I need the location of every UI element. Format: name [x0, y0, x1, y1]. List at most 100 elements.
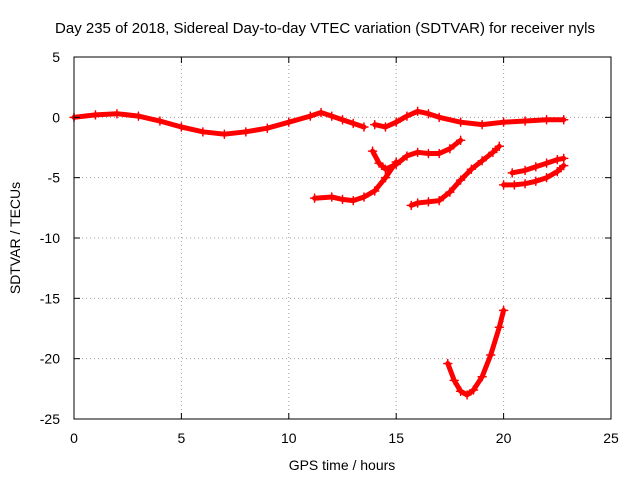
data-point — [369, 119, 380, 130]
data-point — [423, 197, 434, 207]
data-point — [391, 117, 401, 127]
data-point — [520, 178, 530, 189]
data-point — [485, 350, 496, 360]
data-point — [316, 107, 326, 118]
data-point — [176, 122, 187, 132]
data-point — [380, 164, 391, 174]
data-point — [509, 180, 520, 190]
series-line — [408, 143, 502, 208]
data-point — [498, 180, 509, 190]
data-point — [412, 106, 423, 117]
data-point — [305, 111, 316, 121]
data-point — [541, 114, 552, 125]
data-point — [466, 164, 477, 174]
data-point — [219, 129, 230, 139]
data-point — [380, 122, 391, 132]
data-point — [284, 117, 294, 127]
data-point — [552, 154, 563, 165]
data-point — [262, 123, 273, 133]
y-axis-label: SDTVAR / TECUs — [7, 182, 23, 294]
x-tick-label: 25 — [603, 430, 619, 446]
data-point — [406, 200, 416, 211]
data-point — [412, 198, 423, 208]
x-tick-label: 5 — [178, 430, 186, 446]
series-line — [370, 137, 464, 172]
data-point — [412, 147, 423, 158]
data-point — [552, 166, 563, 177]
data-point — [455, 117, 466, 127]
y-tick-label: -15 — [40, 290, 60, 306]
data-point — [348, 195, 358, 206]
data-point — [359, 122, 369, 132]
data-point — [462, 390, 472, 400]
series-arc-upper — [367, 135, 466, 174]
data-point — [477, 372, 487, 382]
data-point — [477, 156, 487, 166]
data-point — [434, 148, 444, 159]
data-point — [198, 127, 208, 137]
data-point — [327, 111, 337, 121]
data-point — [541, 158, 552, 168]
series-line — [445, 307, 507, 398]
data-point — [367, 146, 378, 156]
data-point — [434, 195, 444, 206]
data-point — [327, 192, 337, 202]
data-point — [374, 158, 384, 168]
series-line — [372, 108, 567, 130]
series-arc-near-zero-2 — [369, 106, 569, 132]
data-point — [434, 112, 444, 123]
y-tick-label: -5 — [48, 170, 61, 186]
data-point — [90, 110, 101, 120]
data-point — [369, 186, 380, 196]
y-tick-label: -10 — [40, 230, 60, 246]
data-point — [443, 358, 453, 369]
data-point — [337, 194, 348, 205]
data-point — [455, 386, 466, 396]
data-point — [494, 141, 505, 152]
data-point — [494, 322, 505, 333]
series-arc-late-2 — [507, 153, 569, 178]
data-point — [449, 375, 459, 386]
y-tick-label: -25 — [40, 411, 60, 427]
chart-title: Day 235 of 2018, Sidereal Day-to-day VTE… — [55, 20, 595, 37]
data-point — [477, 119, 487, 130]
y-tick-label: 0 — [52, 109, 60, 125]
x-tick-label: 10 — [281, 430, 297, 446]
data-point — [402, 111, 412, 121]
data-point — [423, 108, 434, 119]
series-arc-low-1 — [309, 157, 401, 206]
data-point — [445, 143, 455, 154]
data-series — [69, 106, 569, 400]
data-point — [133, 111, 144, 121]
data-point — [402, 151, 412, 161]
data-point — [531, 162, 541, 172]
data-point — [359, 192, 369, 202]
series-arc-low-2 — [406, 141, 505, 211]
data-point — [455, 175, 466, 185]
data-point — [558, 153, 569, 164]
data-point — [488, 147, 498, 158]
data-point — [112, 108, 122, 119]
y-tick-label: -20 — [40, 351, 60, 367]
data-point — [531, 176, 541, 187]
data-point — [155, 116, 165, 126]
grid-lines — [74, 57, 611, 419]
data-point — [520, 116, 530, 126]
data-point — [445, 187, 455, 197]
x-tick-label: 20 — [496, 430, 512, 446]
y-tick-label: 5 — [52, 49, 60, 65]
axis-tick-labels: 0 5 10 15 20 25 5 0 -5 -10 -15 -20 -25 — [40, 49, 619, 446]
data-point — [507, 168, 517, 178]
data-point — [455, 135, 466, 146]
data-point — [498, 117, 509, 127]
series-arc-late-1 — [498, 160, 569, 190]
x-tick-label: 15 — [388, 430, 404, 446]
data-point — [423, 148, 434, 159]
data-point — [391, 159, 401, 170]
axis-ticks — [73, 56, 612, 420]
x-tick-label: 0 — [70, 430, 78, 446]
series-arc-v — [443, 305, 509, 400]
data-point — [348, 118, 358, 129]
data-point — [380, 172, 391, 183]
